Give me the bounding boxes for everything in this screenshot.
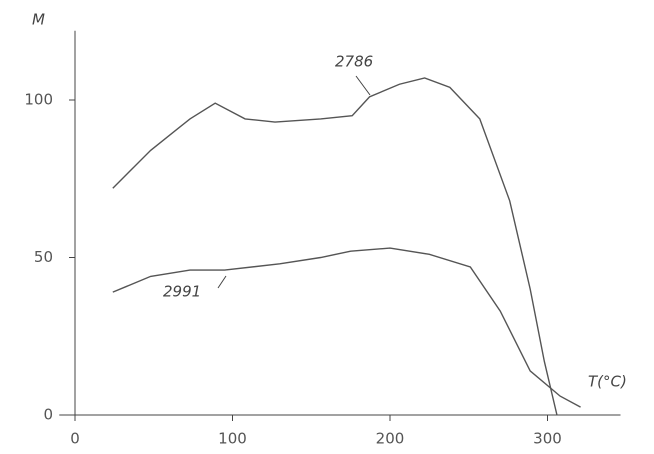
x-tick-label: 0	[70, 430, 80, 448]
x-tick-label: 200	[376, 430, 405, 448]
series-label: 2991	[163, 283, 201, 301]
y-axis-label: M	[32, 11, 45, 29]
y-tick-label: 0	[43, 406, 53, 424]
series-label: 2786	[335, 53, 373, 71]
x-tick-label: 300	[533, 430, 562, 448]
label-arrow	[355, 75, 371, 96]
x-axis-label: T(°C)	[588, 373, 627, 391]
label-arrow	[217, 275, 227, 289]
x-tick-label: 100	[218, 430, 247, 448]
y-tick-label: 50	[34, 248, 53, 266]
y-tick-label: 100	[24, 91, 53, 109]
line-series	[112, 77, 558, 416]
line-series	[112, 247, 581, 408]
